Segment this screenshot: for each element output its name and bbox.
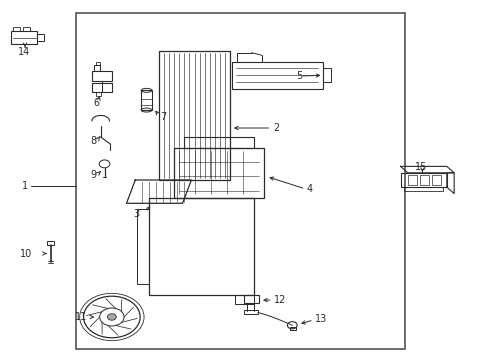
Bar	[159, 51, 229, 180]
Bar	[234, 295, 254, 304]
Bar	[407, 175, 416, 185]
Bar	[149, 198, 254, 295]
Bar	[94, 65, 100, 71]
Bar	[92, 83, 112, 92]
Text: 15: 15	[414, 162, 427, 172]
Text: 6: 6	[94, 98, 100, 108]
Bar	[92, 71, 112, 81]
Bar	[419, 175, 428, 185]
Bar	[431, 175, 440, 185]
Text: 4: 4	[306, 184, 312, 194]
Text: 9: 9	[90, 170, 97, 180]
Bar	[173, 148, 264, 198]
Bar	[322, 68, 330, 82]
Bar	[137, 209, 149, 284]
Bar	[183, 137, 254, 148]
Bar	[232, 62, 322, 89]
Bar	[289, 327, 295, 330]
Bar	[13, 27, 20, 31]
Circle shape	[107, 314, 116, 320]
Text: 10: 10	[20, 248, 32, 258]
Bar	[11, 31, 37, 44]
Text: 7: 7	[160, 112, 166, 122]
Text: 2: 2	[272, 123, 279, 133]
Text: 14: 14	[18, 46, 30, 57]
Bar	[243, 295, 259, 303]
Text: 8: 8	[90, 136, 97, 145]
Bar	[37, 34, 44, 41]
Bar	[22, 27, 30, 31]
Bar	[400, 173, 446, 187]
Bar	[404, 187, 442, 192]
Text: 3: 3	[133, 209, 140, 219]
Bar	[47, 241, 54, 244]
Text: 12: 12	[273, 295, 285, 305]
Text: 5: 5	[295, 71, 302, 81]
Bar	[244, 310, 258, 315]
Bar	[96, 92, 101, 96]
Bar	[96, 62, 100, 65]
Bar	[141, 90, 152, 110]
Bar	[76, 13, 405, 348]
Text: 13: 13	[315, 314, 327, 324]
Text: 1: 1	[22, 181, 28, 192]
Text: 11: 11	[75, 312, 87, 322]
